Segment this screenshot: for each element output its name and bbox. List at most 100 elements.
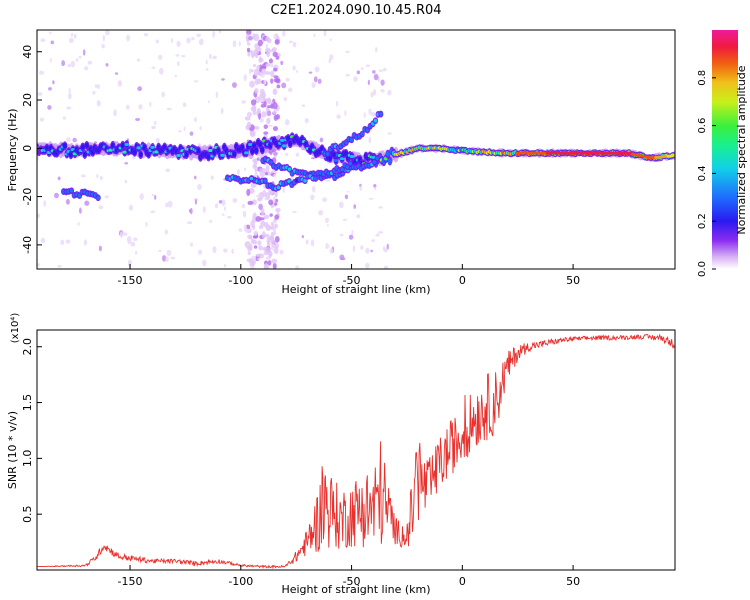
spectrogram-speckle bbox=[383, 67, 387, 72]
spectrogram-speckle bbox=[150, 210, 156, 214]
spectrogram-speckle bbox=[374, 187, 377, 191]
spectrogram-speckle bbox=[295, 70, 299, 73]
spectrogram-speckle bbox=[84, 200, 90, 206]
spectrogram-speckle bbox=[370, 111, 376, 117]
spectrogram-ridge-peak bbox=[339, 157, 345, 161]
spectrogram-x-tick-label: 0 bbox=[459, 274, 466, 287]
spectrogram-speckle bbox=[375, 233, 380, 237]
spectrogram-speckle bbox=[66, 106, 72, 110]
spectrogram-ridge-cell bbox=[196, 148, 201, 154]
spectrogram-branch-cell bbox=[340, 167, 345, 172]
spectrogram-ridge-peak bbox=[136, 146, 141, 150]
spectrogram-speckle bbox=[360, 245, 364, 250]
spectrogram-speckle bbox=[273, 67, 278, 72]
spectrogram-speckle bbox=[253, 48, 260, 55]
spectrogram-y-tick-label: 40 bbox=[21, 45, 34, 59]
spectrogram-speckle bbox=[190, 242, 193, 247]
spectrogram-branch-cell bbox=[375, 156, 380, 161]
spectrogram-speckle bbox=[77, 222, 80, 226]
snr-x-tick-label: 0 bbox=[459, 575, 466, 588]
spectrogram-speckle bbox=[290, 177, 294, 181]
spectrogram-branch-cell bbox=[360, 132, 365, 136]
spectrogram-speckle bbox=[292, 65, 296, 71]
spectrogram-speckle bbox=[48, 87, 52, 91]
spectrogram-speckle bbox=[191, 36, 195, 41]
spectrogram-speckle bbox=[123, 232, 128, 237]
spectrogram-ridge-peak bbox=[208, 148, 213, 153]
spectrogram-speckle bbox=[196, 33, 201, 38]
spectrogram-speckle bbox=[365, 247, 370, 254]
spectrogram-speckle bbox=[251, 53, 257, 57]
spectrogram-speckle bbox=[284, 119, 290, 126]
spectrogram-speckle bbox=[253, 33, 260, 42]
spectrogram-speckle bbox=[281, 82, 287, 89]
spectrogram-speckle bbox=[261, 231, 266, 239]
spectrogram-speckle bbox=[380, 79, 385, 86]
spectrogram-speckle bbox=[209, 53, 212, 59]
spectrogram-branch-cell bbox=[373, 118, 378, 123]
colorbar-tick-label: 0.6 bbox=[697, 118, 708, 134]
spectrogram-speckle bbox=[165, 256, 169, 263]
spectrogram-speckle bbox=[183, 126, 186, 132]
spectrogram-speckle bbox=[264, 171, 268, 176]
spectrogram-speckle bbox=[155, 39, 159, 44]
spectrogram-speckle bbox=[242, 210, 247, 218]
spectrogram-speckle bbox=[260, 103, 266, 108]
spectrogram-speckle bbox=[117, 80, 123, 87]
spectrogram-speckle bbox=[253, 159, 258, 168]
spectrogram-speckle bbox=[283, 97, 288, 102]
spectrogram-speckle bbox=[317, 78, 322, 84]
colorbar-ticks: 0.0 0.2 0.4 0.6 0.8 bbox=[697, 70, 716, 277]
spectrogram-speckle bbox=[351, 229, 354, 236]
spectrogram-speckle bbox=[113, 109, 117, 117]
spectrogram-speckle bbox=[328, 58, 332, 64]
spectrogram-ridge-cell bbox=[120, 142, 125, 148]
spectrogram-ridge-peak bbox=[280, 138, 285, 142]
snr-multiplier-label: (x10⁴) bbox=[10, 313, 21, 344]
spectrogram-speckle bbox=[253, 245, 258, 249]
spectrogram-speckle bbox=[326, 224, 329, 227]
spectrogram-branch-cell bbox=[249, 176, 254, 181]
spectrogram-speckle bbox=[255, 216, 262, 222]
spectrogram-speckle bbox=[70, 60, 75, 68]
spectrogram-speckle bbox=[68, 88, 71, 94]
spectrogram-speckle bbox=[311, 157, 316, 160]
spectrogram-ridge-peak bbox=[282, 144, 287, 148]
spectrogram-speckle bbox=[171, 38, 174, 44]
spectrogram-speckle bbox=[367, 79, 370, 86]
spectrogram-speckle bbox=[223, 248, 228, 253]
spectrogram-speckle bbox=[250, 266, 255, 269]
spectrogram-speckle bbox=[205, 68, 209, 71]
spectrogram-speckle bbox=[232, 198, 238, 203]
snr-x-tick-label: -150 bbox=[118, 575, 143, 588]
spectrogram-speckle bbox=[75, 58, 79, 62]
spectrogram-speckle bbox=[256, 64, 260, 71]
spectrogram-speckle bbox=[368, 136, 372, 144]
spectrogram-speckle bbox=[257, 39, 263, 47]
snr-x-tick-label: 50 bbox=[566, 575, 580, 588]
spectrogram-speckle bbox=[378, 69, 384, 72]
spectrogram-ridge-core bbox=[669, 154, 674, 158]
spectrogram-speckle bbox=[360, 67, 364, 70]
spectrogram-speckle bbox=[273, 75, 279, 79]
spectrogram-speckle bbox=[325, 243, 329, 250]
spectrogram-speckle bbox=[266, 117, 271, 125]
spectrogram-speckle bbox=[260, 208, 265, 216]
spectrogram-speckle bbox=[249, 130, 255, 137]
spectrogram-speckle bbox=[264, 98, 270, 103]
spectrogram-speckle bbox=[182, 102, 187, 107]
spectrogram-speckle bbox=[37, 92, 43, 96]
spectrogram-speckle bbox=[259, 88, 265, 96]
spectrogram-speckle bbox=[264, 71, 271, 76]
spectrogram-speckle bbox=[292, 210, 297, 213]
spectrogram-speckle bbox=[269, 213, 273, 217]
spectrogram-ridge-cell bbox=[82, 151, 87, 158]
spectrogram-speckle bbox=[353, 76, 358, 82]
spectrogram-speckle bbox=[186, 37, 191, 44]
spectrogram-speckle bbox=[272, 151, 278, 156]
snr-series-line bbox=[37, 333, 675, 570]
spectrogram-speckle bbox=[253, 125, 260, 130]
spectrogram-speckle bbox=[273, 34, 277, 40]
spectrogram-speckle bbox=[210, 175, 214, 180]
spectrogram-speckle bbox=[363, 112, 366, 119]
